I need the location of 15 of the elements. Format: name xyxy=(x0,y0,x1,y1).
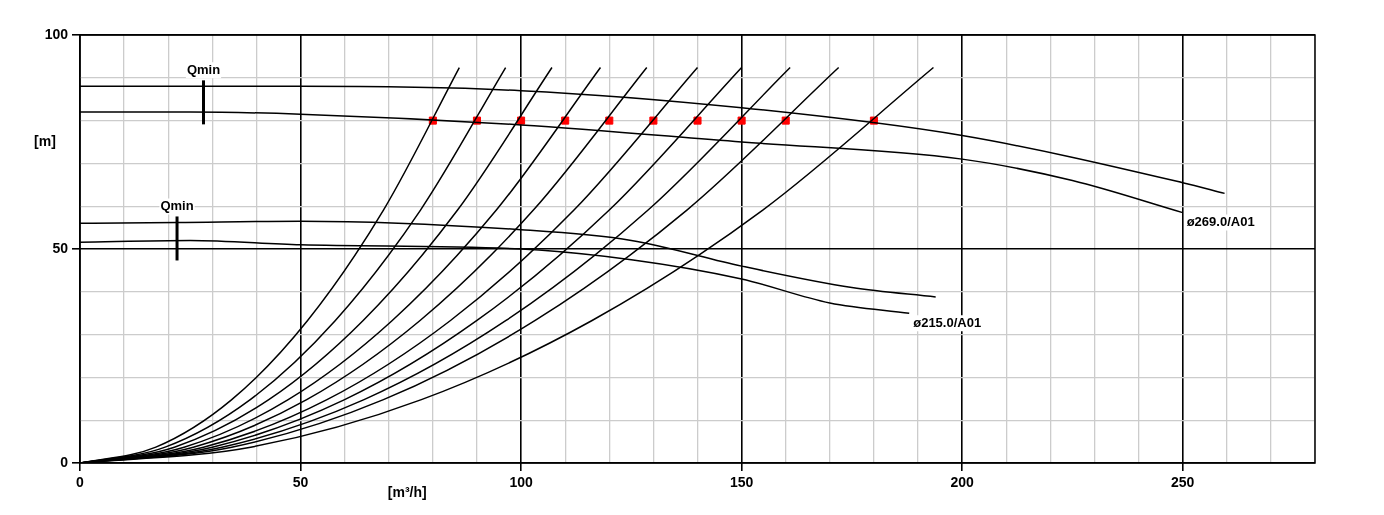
y-tick-label: 50 xyxy=(52,239,69,256)
x-tick-label: 100 xyxy=(509,474,533,491)
x-tick-label: 250 xyxy=(1171,474,1195,491)
annotation: Qmin xyxy=(186,61,221,77)
annotation: Qmin xyxy=(160,198,194,214)
annotation: ø269.0/A01 xyxy=(1186,214,1255,230)
y-tick-label: 100 xyxy=(44,25,69,42)
x-tick-label: 50 xyxy=(292,474,309,491)
x-tick-label: 200 xyxy=(950,474,975,491)
annotation: ø215.0/A01 xyxy=(913,314,982,330)
x-axis-title: [m³/h] xyxy=(387,483,427,500)
y-tick-label: 0 xyxy=(60,453,69,470)
y-axis-title: [m] xyxy=(34,132,56,149)
x-tick-label: 0 xyxy=(76,474,85,491)
x-tick-label: 150 xyxy=(729,474,754,491)
